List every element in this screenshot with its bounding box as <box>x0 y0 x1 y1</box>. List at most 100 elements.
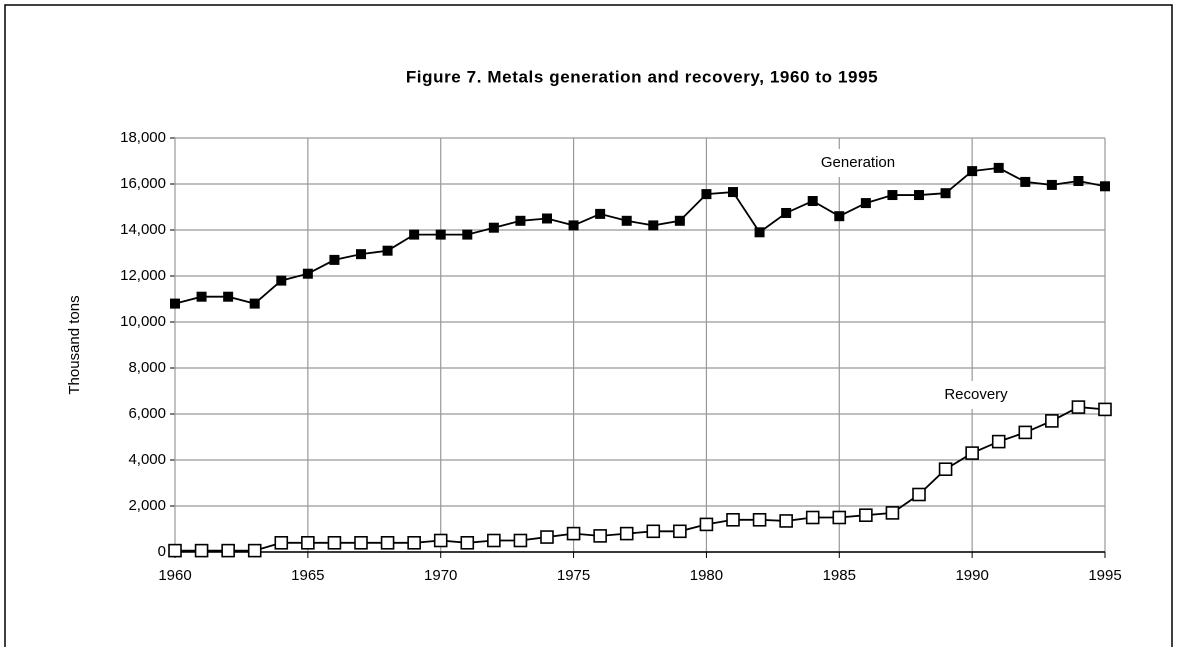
data-point <box>728 187 738 198</box>
data-point <box>1098 402 1112 417</box>
x-tick-label: 1970 <box>424 567 457 584</box>
data-point <box>834 211 845 222</box>
data-point <box>781 207 792 218</box>
label-background <box>924 381 1028 409</box>
data-point <box>993 162 1004 173</box>
y-tick-label: 16,000 <box>120 175 166 192</box>
y-tick-label: 0 <box>158 543 166 560</box>
data-point <box>170 298 180 309</box>
data-point <box>752 512 767 527</box>
data-point <box>593 529 607 543</box>
data-point <box>648 220 659 231</box>
data-point <box>754 227 765 238</box>
data-point <box>568 220 579 231</box>
data-point <box>329 254 340 265</box>
data-point <box>515 215 526 226</box>
data-point <box>196 291 207 302</box>
data-point <box>1046 179 1057 190</box>
data-point <box>409 229 420 240</box>
data-point <box>859 508 873 523</box>
data-point <box>301 535 315 550</box>
data-point <box>1018 425 1033 440</box>
data-point <box>540 530 554 544</box>
x-tick-label: 1975 <box>557 567 590 584</box>
data-point <box>247 543 262 558</box>
x-tick-label: 1965 <box>291 567 324 584</box>
data-point <box>940 188 951 199</box>
data-point <box>462 229 473 240</box>
data-point <box>701 189 712 200</box>
x-tick-label: 1995 <box>1088 567 1121 584</box>
marks <box>168 162 1112 558</box>
data-point <box>619 526 634 541</box>
y-tick-label: 12,000 <box>120 267 166 284</box>
data-point <box>1071 400 1086 414</box>
data-point <box>513 533 528 548</box>
x-tick-label: 1980 <box>690 567 723 584</box>
y-tick-label: 10,000 <box>120 313 166 330</box>
data-point <box>938 462 953 477</box>
data-point <box>914 190 924 201</box>
data-point <box>832 510 847 525</box>
series-line <box>174 166 1106 305</box>
data-point <box>860 198 871 209</box>
data-point <box>249 298 260 309</box>
data-point <box>1100 181 1110 192</box>
series-label: Generation <box>821 154 895 171</box>
y-tick-label: 6,000 <box>128 405 166 422</box>
data-point <box>965 446 979 460</box>
data-point <box>433 533 448 548</box>
data-point <box>194 543 209 558</box>
data-point <box>487 533 501 548</box>
y-axis-label: Thousand tons <box>66 295 83 394</box>
frame <box>4 4 1173 647</box>
data-point <box>221 543 235 558</box>
data-point <box>779 514 793 528</box>
data-point <box>726 512 740 527</box>
x-tick-label: 1990 <box>955 567 988 584</box>
data-point <box>646 524 661 539</box>
series-label: Recovery <box>944 386 1008 403</box>
label-background <box>796 149 920 177</box>
y-tick-label: 4,000 <box>128 451 166 468</box>
y-tick-label: 14,000 <box>120 221 166 238</box>
data-point <box>595 208 606 219</box>
data-point <box>542 213 552 224</box>
data-point <box>621 215 632 226</box>
data-point <box>673 524 687 539</box>
x-tick-label: 1960 <box>158 567 191 584</box>
y-tick-label: 18,000 <box>120 129 166 146</box>
data-point <box>460 535 475 550</box>
data-point <box>1073 176 1084 187</box>
data-point <box>354 535 368 550</box>
data-point <box>967 166 978 177</box>
data-point <box>912 487 926 502</box>
data-point <box>1020 176 1031 187</box>
data-point <box>887 190 898 201</box>
data-point <box>274 535 289 550</box>
data-point <box>435 229 446 240</box>
data-point <box>885 506 900 520</box>
y-tick-label: 8,000 <box>128 359 166 376</box>
data-point <box>276 275 287 286</box>
data-point <box>302 268 313 279</box>
data-point <box>407 535 421 550</box>
data-point <box>805 510 820 525</box>
data-point <box>327 535 342 550</box>
data-point <box>807 196 818 207</box>
series-line <box>175 406 1106 552</box>
x-tick-label: 1985 <box>823 567 856 584</box>
data-point <box>168 543 182 558</box>
data-point <box>356 249 366 260</box>
data-point <box>380 535 395 550</box>
data-point <box>1045 414 1059 428</box>
data-point <box>674 215 685 226</box>
data-point <box>699 517 714 532</box>
data-point <box>566 526 581 541</box>
data-point <box>488 222 499 233</box>
data-point <box>991 434 1006 449</box>
data-point <box>382 245 393 256</box>
y-tick-label: 2,000 <box>128 497 166 514</box>
chart-title: Figure 7. Metals generation and recovery… <box>406 67 878 86</box>
